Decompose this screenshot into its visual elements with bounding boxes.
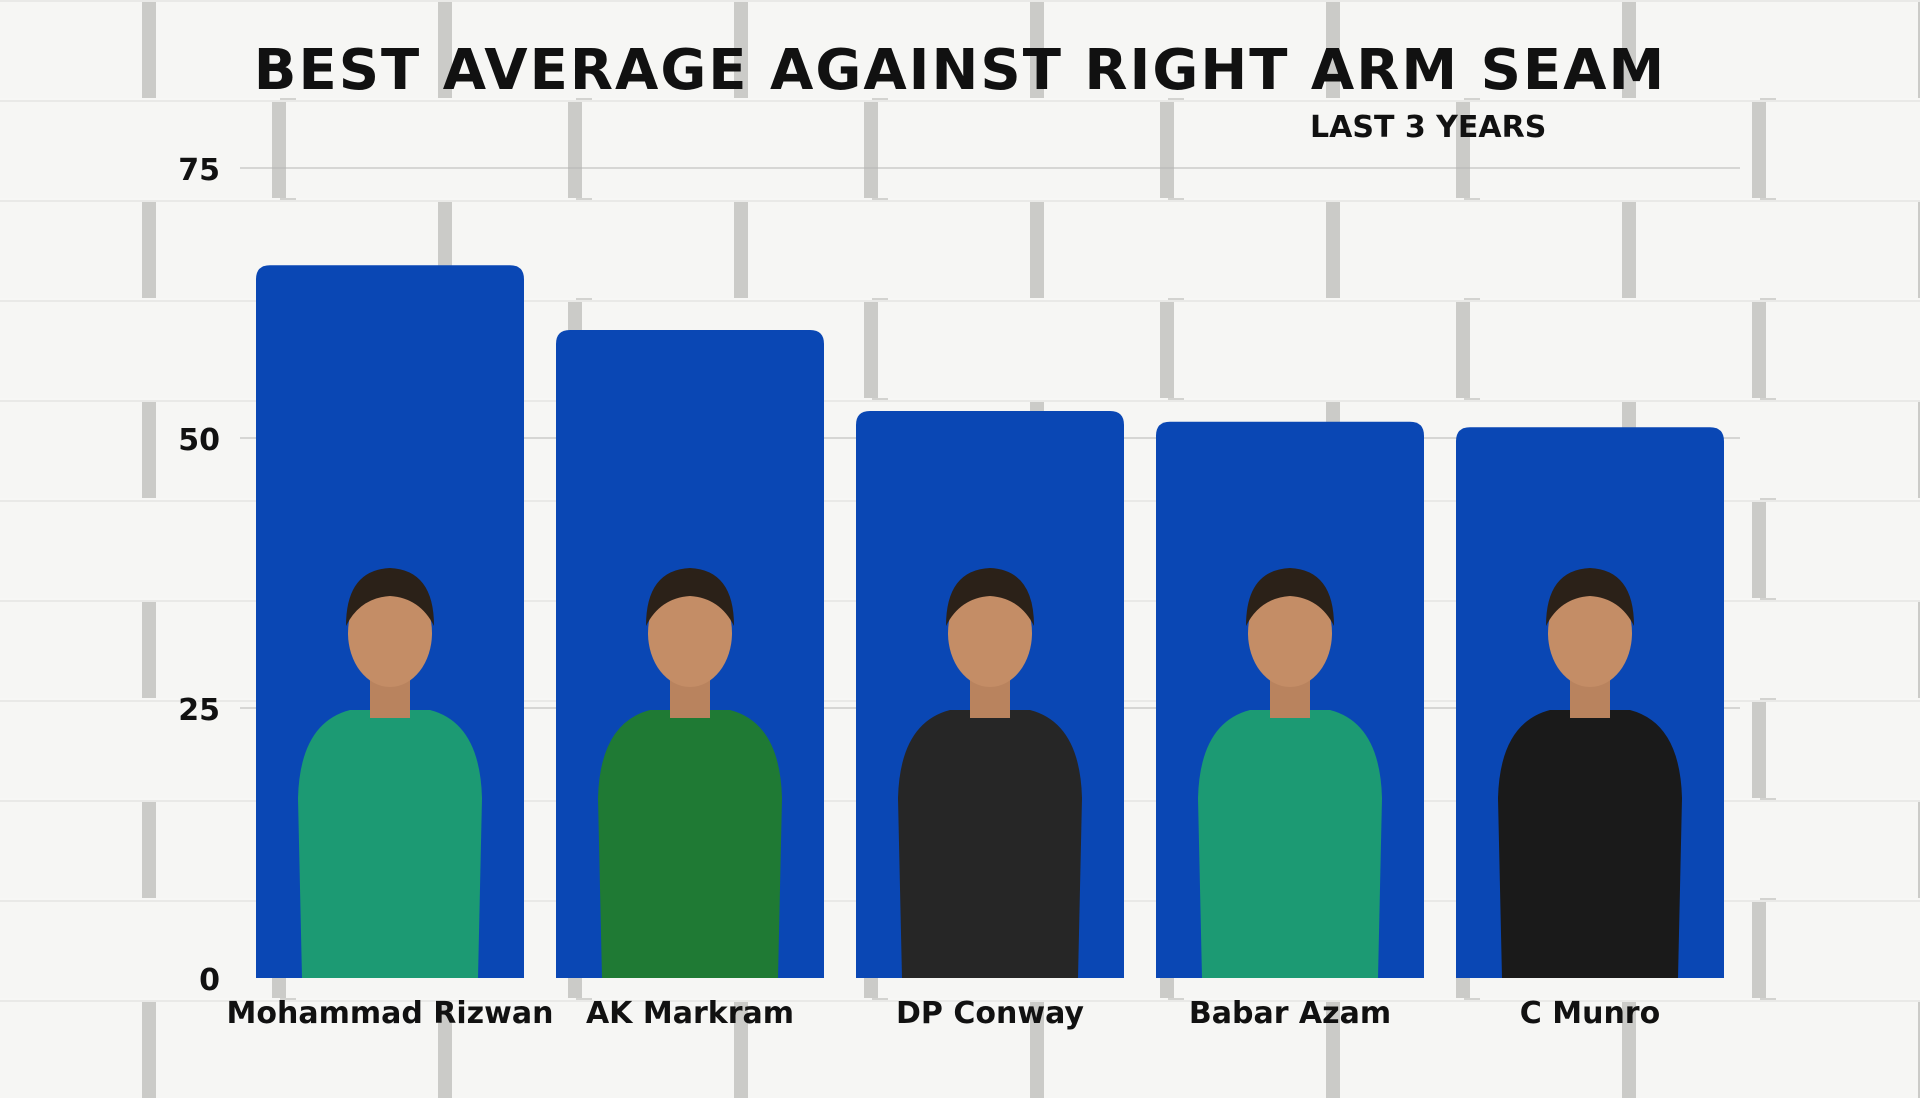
player-photo bbox=[598, 568, 782, 978]
bar-group bbox=[1456, 427, 1724, 978]
hair bbox=[1246, 568, 1334, 626]
player-photo bbox=[298, 568, 482, 978]
y-tick-label: 0 bbox=[199, 963, 220, 998]
x-category-label: Mohammad Rizwan bbox=[227, 996, 554, 1031]
y-tick-label: 50 bbox=[178, 423, 220, 458]
bar-group bbox=[256, 265, 524, 978]
bar-group bbox=[856, 411, 1124, 978]
player-photo bbox=[1498, 568, 1682, 978]
head bbox=[648, 579, 732, 687]
jersey bbox=[598, 710, 782, 978]
bar-group bbox=[556, 330, 824, 978]
jersey bbox=[298, 710, 482, 978]
player-photo bbox=[898, 568, 1082, 978]
bar-group bbox=[1156, 421, 1424, 978]
chart-subtitle: LAST 3 YEARS bbox=[1310, 110, 1547, 145]
jersey bbox=[1498, 710, 1682, 978]
x-category-label: C Munro bbox=[1520, 996, 1660, 1031]
hair bbox=[1546, 568, 1634, 626]
y-tick-label: 75 bbox=[178, 153, 220, 188]
x-category-label: AK Markram bbox=[586, 996, 794, 1031]
hair bbox=[946, 568, 1034, 626]
head bbox=[348, 579, 432, 687]
head bbox=[1248, 579, 1332, 687]
hair bbox=[646, 568, 734, 626]
jersey bbox=[898, 710, 1082, 978]
chart-title: BEST AVERAGE AGAINST RIGHT ARM SEAM bbox=[253, 38, 1667, 103]
player-photo bbox=[1198, 568, 1382, 978]
hair bbox=[346, 568, 434, 626]
head bbox=[1548, 579, 1632, 687]
head bbox=[948, 579, 1032, 687]
jersey bbox=[1198, 710, 1382, 978]
x-category-label: Babar Azam bbox=[1189, 996, 1391, 1031]
x-category-label: DP Conway bbox=[896, 996, 1084, 1031]
y-tick-label: 25 bbox=[178, 693, 220, 728]
